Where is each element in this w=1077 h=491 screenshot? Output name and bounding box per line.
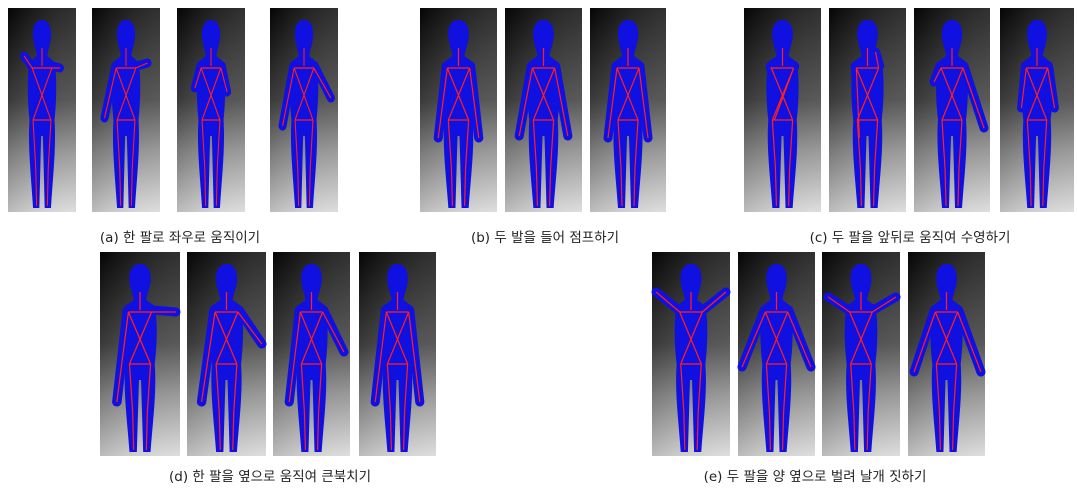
depth-image (590, 8, 666, 212)
depth-image (177, 8, 245, 212)
depth-image (744, 8, 821, 212)
caption: (c) 두 팔을 앞뒤로 움직여 수영하기 (810, 230, 1011, 246)
depth-image (270, 8, 338, 212)
depth-image (92, 8, 160, 212)
depth-image (829, 8, 906, 212)
depth-image (420, 8, 497, 212)
caption: (b) 두 발을 들어 점프하기 (471, 230, 619, 246)
depth-image (187, 252, 266, 456)
depth-image (914, 8, 990, 212)
depth-image (738, 252, 815, 456)
caption: (e) 두 팔을 양 옆으로 벌려 날개 짓하기 (704, 469, 927, 485)
depth-image (908, 252, 985, 456)
caption: (d) 한 팔을 옆으로 움직여 큰북치기 (169, 469, 371, 485)
depth-image (822, 252, 900, 456)
depth-image (273, 252, 350, 456)
depth-image (505, 8, 582, 212)
depth-image (1000, 8, 1074, 212)
depth-image (8, 8, 76, 212)
figure: (a) 한 팔로 좌우로 움직이기 (b) 두 발을 들어 점프하기 (c) 두… (0, 0, 1077, 491)
depth-image (100, 252, 180, 456)
caption: (a) 한 팔로 좌우로 움직이기 (100, 230, 260, 246)
depth-image (359, 252, 436, 456)
depth-image (652, 252, 730, 456)
